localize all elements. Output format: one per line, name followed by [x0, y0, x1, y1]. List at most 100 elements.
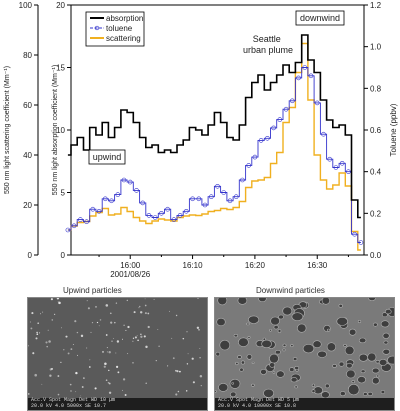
- particle: [175, 314, 178, 317]
- legend: absorption toluene scattering: [85, 11, 145, 47]
- plume-label: Seattle urban plume: [243, 34, 293, 55]
- particle: [217, 298, 228, 306]
- downwind-box: [295, 10, 345, 26]
- particle: [140, 333, 142, 335]
- particle: [60, 327, 62, 329]
- x-tick-label: 16:10: [183, 261, 204, 270]
- upwind-image-info-bar: Acc.V Spot Magn Det WD 10 µm 20.0 kV 4.0 …: [28, 397, 207, 410]
- particle: [171, 337, 173, 339]
- toluene-point: [227, 198, 233, 204]
- particle: [282, 348, 286, 352]
- particle: [378, 359, 388, 366]
- toluene-point: [103, 196, 108, 202]
- particle: [115, 352, 117, 354]
- particle: [239, 367, 244, 372]
- particle: [90, 331, 92, 333]
- particle: [167, 365, 169, 367]
- toluene-point: [121, 177, 127, 183]
- particle: [110, 321, 113, 324]
- particle: [121, 338, 124, 340]
- absorption-tick-label: 20: [56, 1, 65, 10]
- particle: [37, 322, 40, 325]
- particle: [348, 328, 357, 336]
- particle: [30, 327, 33, 330]
- image-info-line: Acc.V Spot Magn Det WD 10 µm: [31, 397, 116, 403]
- particle: [272, 371, 276, 374]
- particle: [147, 312, 150, 315]
- legend-label-toluene: toluene: [106, 24, 133, 33]
- particle: [70, 390, 72, 392]
- toluene-point: [221, 190, 226, 195]
- particle: [168, 310, 171, 312]
- particle: [290, 377, 298, 383]
- particle: [200, 384, 202, 387]
- particle: [95, 306, 97, 308]
- particle: [367, 352, 377, 362]
- particle: [132, 337, 135, 339]
- particle: [258, 298, 267, 302]
- particle: [117, 371, 120, 374]
- particle: [246, 322, 250, 326]
- particle: [105, 334, 108, 336]
- particle: [145, 345, 148, 349]
- toluene-tick-label: 1.2: [370, 1, 382, 10]
- chart: 0 20 40 60 80 100 0 5 10 15 20 0.0 0.2 0.4 0.6 0.8 1.0…: [4, 1, 398, 279]
- downwind-particles-image: Acc.V Spot Magn Det WD 5 µm 20.0 kV 4.0 1…: [214, 297, 395, 411]
- toluene-point: [358, 240, 364, 245]
- particle: [103, 365, 106, 368]
- toluene-point: [71, 223, 77, 229]
- toluene-point: [314, 100, 320, 106]
- particle: [56, 298, 60, 300]
- particle: [383, 340, 389, 345]
- particle: [276, 370, 285, 378]
- particle: [380, 390, 386, 395]
- particle: [229, 378, 241, 389]
- particle: [321, 298, 330, 305]
- toluene-point: [109, 198, 114, 204]
- upwind-image-info: Acc.V Spot Magn Det WD 10 µm 20.0 kV 4.0 …: [31, 397, 115, 409]
- upwind-particles-image: Acc.V Spot Magn Det WD 10 µm 20.0 kV 4.0 …: [27, 297, 208, 411]
- particle: [175, 369, 177, 372]
- particle: [368, 298, 376, 301]
- particle: [42, 311, 44, 313]
- particle: [105, 379, 108, 382]
- toluene-point: [165, 206, 170, 212]
- particle: [108, 382, 111, 385]
- particle: [360, 369, 366, 374]
- particle: [373, 322, 378, 327]
- particle: [88, 366, 91, 368]
- particle: [385, 309, 392, 315]
- particle: [289, 367, 295, 372]
- toluene-point: [84, 219, 89, 224]
- particle: [80, 395, 82, 397]
- particle: [147, 325, 150, 329]
- particle: [137, 339, 139, 342]
- particle: [237, 355, 242, 359]
- particle: [28, 392, 30, 395]
- particle: [69, 383, 72, 386]
- particle: [87, 307, 90, 310]
- particle: [358, 353, 368, 362]
- particle: [32, 352, 35, 355]
- particle: [47, 329, 49, 331]
- upwind-caption: Upwind particles: [63, 286, 122, 295]
- particle: [246, 354, 253, 360]
- particle: [132, 340, 134, 342]
- x-tick-label: 16:00: [120, 261, 141, 270]
- particle: [311, 383, 315, 387]
- particle: [35, 337, 38, 340]
- particle: [270, 316, 280, 326]
- particle: [177, 390, 180, 393]
- particle: [106, 351, 108, 353]
- particle: [196, 326, 200, 329]
- legend-label-absorption: absorption: [106, 14, 143, 23]
- particle: [125, 329, 127, 331]
- toluene-point: [196, 196, 202, 202]
- particle: [114, 321, 116, 324]
- downwind-label: downwind: [300, 13, 340, 23]
- particle: [231, 382, 235, 385]
- particle: [143, 335, 146, 338]
- image-info-line: 20.0 kV 4.0 10000x SE 10.8: [218, 403, 297, 409]
- particle: [138, 305, 141, 308]
- particle: [348, 383, 360, 396]
